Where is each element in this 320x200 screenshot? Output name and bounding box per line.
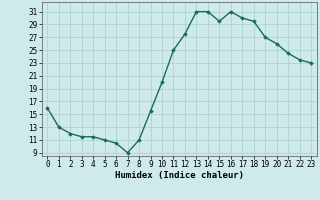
X-axis label: Humidex (Indice chaleur): Humidex (Indice chaleur) — [115, 171, 244, 180]
